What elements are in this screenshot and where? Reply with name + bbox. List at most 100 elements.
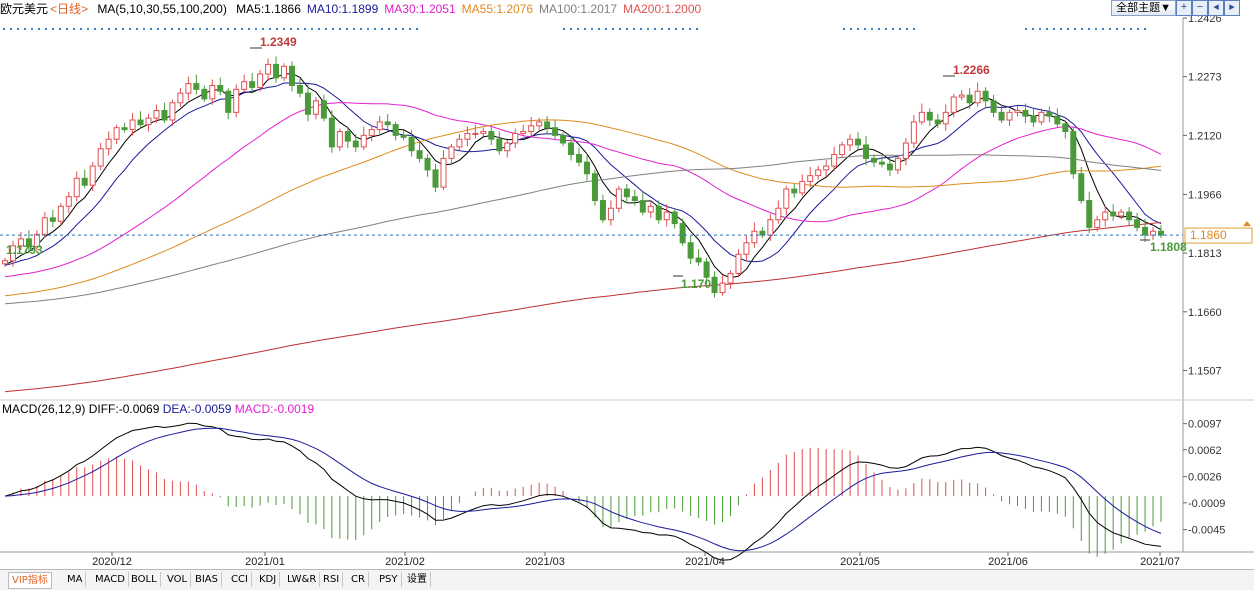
price-tick-label: 1.1507 [1188,365,1222,377]
dot-marker [23,27,27,31]
candle-body [735,253,742,274]
candle-body [336,131,343,148]
dot-marker [877,27,881,31]
candle-body [49,217,56,222]
candle-body [432,169,439,188]
dot-marker [51,27,55,31]
candle-body [942,111,949,125]
candle-body [9,245,16,262]
dot-marker [1045,27,1049,31]
candle-body [1158,230,1164,236]
indicator-tab-4[interactable]: VOL [164,572,192,587]
macd-tick-label: 0.0026 [1188,472,1222,484]
ma-value-1: MA10:1.1899 [306,2,379,16]
dot-marker [275,27,279,31]
ma-label[interactable]: MA(5,10,30,55,100,200) [97,2,227,16]
indicator-tab-3[interactable]: BOLL [128,572,161,587]
right-icon[interactable]: ▸ [1224,0,1240,16]
candle-body [552,127,559,136]
dot-marker [1101,27,1105,31]
candle-body [416,150,423,159]
candle-body [1022,109,1029,117]
indicator-tab-6[interactable]: CCI [228,572,252,587]
candle-body [2,260,8,265]
dot-marker [205,27,209,31]
dot-marker [58,27,62,31]
indicator-tab-9[interactable]: RSI [320,572,344,587]
period-label[interactable]: <日线> [50,2,89,16]
candle-body [671,211,678,225]
indicator-tab-2[interactable]: MACD [92,572,129,587]
dot-marker [268,27,272,31]
dot-marker [79,27,83,31]
candle-body [233,88,240,113]
ma-value-0: MA5:1.1866 [236,2,301,16]
chart-canvas[interactable]: MACD(26,12,9) DIFF:-0.0069 DEA:-0.0059 M… [0,0,1254,569]
candle-body [41,217,48,235]
plus-icon[interactable]: + [1176,0,1192,16]
candle-body [576,154,583,163]
dot-marker [562,27,566,31]
candle-body [1126,211,1133,221]
candle-body [209,85,216,100]
candle-body [926,111,933,121]
dot-marker [632,27,636,31]
dot-marker [667,27,671,31]
ma-values: MA5:1.1866 MA10:1.1899 MA30:1.2051 MA55:1.2… [236,2,707,16]
candle-body [1062,123,1069,133]
dot-marker [37,27,41,31]
left-icon[interactable]: ◂ [1208,0,1224,16]
theme-dropdown-button[interactable]: 全部主题▼ [1111,0,1176,16]
candle-body [751,230,758,244]
dot-marker [576,27,580,31]
candle-body [352,140,359,148]
candle-body [623,188,630,198]
candle-body [265,63,272,75]
indicator-tab-10[interactable]: CR [348,572,369,587]
dot-marker [688,27,692,31]
candle-body [376,121,383,131]
dot-marker [1136,27,1140,31]
candle-body [990,100,997,113]
dot-marker [1052,27,1056,31]
indicator-tab-12[interactable]: 设置 [404,572,431,587]
candle-body [791,188,798,194]
indicator-tab-7[interactable]: KDJ [256,572,281,587]
dot-marker [30,27,34,31]
candle-body [894,157,901,171]
candle-body [153,109,160,119]
price-tick-label: 1.2426 [1188,13,1222,25]
candle-body [33,233,40,248]
candle-body [847,138,854,146]
dot-marker [1059,27,1063,31]
symbol-label[interactable]: 欧元美元 [0,2,49,16]
indicator-tab-11[interactable]: PSY [376,572,402,587]
macd-dea-line [4,427,1162,552]
candle-body [193,83,200,90]
indicator-tab-0[interactable]: VIP指标 [8,572,52,589]
dot-marker [233,27,237,31]
candle-body [1046,111,1053,117]
dot-marker [366,27,370,31]
dot-marker [1073,27,1077,31]
indicator-tab-1[interactable]: MA [64,572,87,587]
candle-body [783,188,790,209]
candle-body [1030,115,1037,123]
candle-body [583,161,590,175]
candle-body [1038,111,1045,123]
minus-icon[interactable]: − [1192,0,1208,16]
candle-body [97,148,104,167]
candle-body [759,230,766,236]
indicator-tab-5[interactable]: BIAS [192,572,222,587]
dot-marker [1087,27,1091,31]
dot-marker [135,27,139,31]
macd-tick-label: 0.0062 [1188,445,1222,457]
dot-marker [611,27,615,31]
macd-value: DEA:-0.0059 [159,402,231,416]
dot-marker [415,27,419,31]
candle-body [607,207,614,221]
dot-marker [289,27,293,31]
dot-marker [1031,27,1035,31]
indicator-tab-8[interactable]: LW&R [284,572,321,587]
dot-marker [660,27,664,31]
